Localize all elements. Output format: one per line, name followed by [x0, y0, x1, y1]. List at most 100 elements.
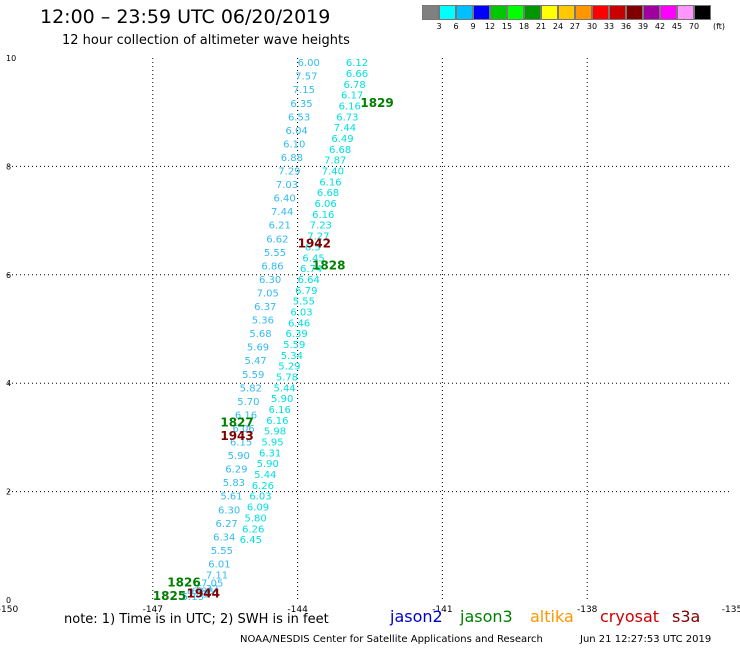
y-tick-label: 0	[6, 596, 11, 605]
swh-value: 5.69	[247, 343, 269, 354]
color-scale-label: 27	[569, 22, 581, 31]
swh-value: 6.09	[247, 503, 269, 514]
color-scale-label: 33	[603, 22, 615, 31]
footer-note: note: 1) Time is in UTC; 2) SWH is in fe…	[64, 612, 329, 627]
swh-value: 7.27	[307, 232, 329, 243]
track-label: 1829	[360, 96, 393, 110]
swh-value: 5.90	[228, 451, 250, 462]
swh-value: 7.11	[206, 570, 228, 581]
swh-value: 5.78	[276, 372, 298, 383]
color-scale-label: 39	[637, 22, 649, 31]
swh-value: 5.59	[283, 340, 305, 351]
swh-value: 6.03	[249, 492, 271, 503]
color-swatch	[575, 5, 592, 20]
swh-value: 7.05	[257, 288, 279, 299]
x-tick-label: -150	[0, 605, 18, 615]
satellite-label-altika: altika	[530, 607, 574, 626]
swh-value: 5.90	[257, 459, 279, 470]
swh-value: 6.34	[213, 532, 235, 543]
color-scale-label: 21	[535, 22, 547, 31]
track-label: 1828	[312, 258, 345, 272]
swh-value: 6.74	[300, 264, 322, 275]
swh-value: 5.68	[249, 329, 271, 340]
swh-value: 6.35	[290, 99, 312, 110]
x-tick-label: -144	[287, 605, 308, 615]
swh-value: 6.37	[254, 302, 276, 313]
color-scale-label: 42	[654, 22, 666, 31]
track-label: 1944	[187, 586, 220, 600]
x-tick-label: -138	[577, 605, 598, 615]
footer-date: Jun 21 12:27:53 UTC 2019	[580, 634, 712, 645]
color-swatch	[677, 5, 694, 20]
swh-value: 5.34	[281, 351, 303, 362]
swh-value: 6.00	[298, 58, 320, 69]
swh-value: 5.55	[264, 248, 286, 259]
swh-value: 6.66	[346, 69, 368, 80]
color-swatch	[456, 5, 473, 20]
color-swatch	[490, 5, 507, 20]
swh-value: 5.36	[252, 316, 274, 327]
color-swatch	[643, 5, 660, 20]
color-scale-label: 9	[470, 22, 476, 31]
swh-value: 7.44	[271, 207, 293, 218]
color-scale-label: 15	[501, 22, 513, 31]
color-scale-label: 36	[620, 22, 632, 31]
swh-value: 6.06	[314, 199, 336, 210]
swh-value: 6.17	[341, 91, 363, 102]
swh-value: 7.40	[322, 167, 344, 178]
color-scale-label: 30	[586, 22, 598, 31]
swh-value: 5.80	[245, 513, 267, 524]
color-scale-label: 45	[671, 22, 683, 31]
color-swatch	[609, 5, 626, 20]
swh-value: 7.05	[201, 578, 223, 589]
footer-credit: NOAA/NESDIS Center for Satellite Applica…	[240, 634, 543, 645]
color-scale-label: 24	[552, 22, 564, 31]
y-tick-label: 6	[6, 271, 11, 280]
swh-value: 5.59	[242, 370, 264, 381]
satellite-label-s3a: s3a	[672, 607, 701, 626]
swh-value: 5.55	[293, 297, 315, 308]
color-scale-label: 3	[436, 22, 442, 31]
swh-value: 6.46	[288, 318, 310, 329]
swh-value: 5.90	[271, 394, 293, 405]
swh-value: 5.83	[223, 478, 245, 489]
swh-value: 6.39	[286, 329, 308, 340]
swh-value: 6.30	[259, 275, 281, 286]
swh-value: 5.98	[264, 427, 286, 438]
track-label: 1942	[298, 237, 331, 251]
swh-value: 6.10	[283, 139, 305, 150]
color-swatch	[524, 5, 541, 20]
color-swatch	[626, 5, 643, 20]
swh-value: 6.29	[225, 465, 247, 476]
color-swatch	[558, 5, 575, 20]
satellite-label-jason3: jason3	[460, 607, 513, 626]
swh-value: 6.68	[329, 145, 351, 156]
swh-value: 7.44	[334, 123, 356, 134]
swh-value: 6.26	[242, 524, 264, 535]
swh-value: 6.16	[319, 177, 341, 188]
swh-value: 5.44	[273, 383, 295, 394]
x-tick-label: -135	[722, 605, 740, 615]
swh-value: 6.45	[302, 253, 324, 264]
swh-value: 6.31	[259, 448, 281, 459]
satellite-label-cryosat: cryosat	[600, 607, 660, 626]
swh-value: 6.62	[266, 234, 288, 245]
swh-value: 7.57	[295, 72, 317, 83]
swh-value: 6.16	[312, 210, 334, 221]
swh-value: 5.83	[187, 589, 209, 600]
swh-value: 6.32	[196, 584, 218, 595]
page-subtitle: 12 hour collection of altimeter wave hei…	[62, 33, 350, 48]
color-swatch	[507, 5, 524, 20]
y-tick-label: 10	[6, 54, 16, 63]
swh-value: 5.82	[240, 383, 262, 394]
swh-value: 5.47	[245, 356, 267, 367]
swh-value: 6.88	[281, 153, 303, 164]
swh-value: 6.64	[298, 275, 320, 286]
swh-value: 6.5	[305, 242, 321, 253]
swh-value: 6.01	[208, 559, 230, 570]
track-label: 1826	[167, 575, 200, 589]
color-swatch	[592, 5, 609, 20]
swh-value: 5.29	[278, 362, 300, 373]
swh-value: 5.13	[182, 592, 204, 603]
